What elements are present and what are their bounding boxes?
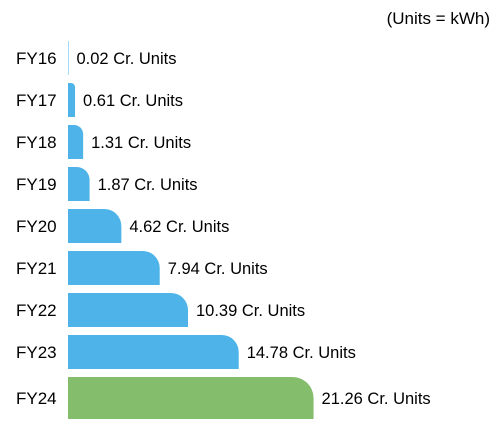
category-labels-group: FY16 FY17 FY18 FY19 FY20 FY21 FY22 FY23 FY24 xyxy=(16,49,57,408)
bar-fy21 xyxy=(68,251,160,285)
value-label-fy19: 1.87 Cr. Units xyxy=(98,176,198,194)
bar-fy24 xyxy=(68,377,314,419)
category-label-fy24: FY24 xyxy=(16,389,57,408)
value-label-fy21: 7.94 Cr. Units xyxy=(168,260,268,278)
bar-fy17 xyxy=(68,83,76,117)
value-label-fy16: 0.02 Cr. Units xyxy=(77,50,177,68)
bar-fy20 xyxy=(68,209,122,243)
value-labels-group: 0.02 Cr. Units 0.61 Cr. Units 1.31 Cr. Uni… xyxy=(77,50,431,408)
category-label-fy23: FY23 xyxy=(16,343,57,362)
category-label-fy16: FY16 xyxy=(16,49,57,68)
value-label-fy17: 0.61 Cr. Units xyxy=(83,92,183,110)
unit-note: (Units = kWh) xyxy=(387,9,490,28)
value-label-fy20: 4.62 Cr. Units xyxy=(129,218,229,236)
bar-fy23 xyxy=(68,335,239,369)
value-label-fy22: 10.39 Cr. Units xyxy=(196,302,305,320)
value-label-fy18: 1.31 Cr. Units xyxy=(91,134,191,152)
bar-fy16 xyxy=(68,41,69,75)
bar-fy19 xyxy=(68,167,90,201)
bar-fy18 xyxy=(68,125,84,159)
category-label-fy22: FY22 xyxy=(16,301,57,320)
category-label-fy18: FY18 xyxy=(16,133,57,152)
value-label-fy24: 21.26 Cr. Units xyxy=(322,390,431,408)
category-label-fy17: FY17 xyxy=(16,91,57,110)
category-label-fy19: FY19 xyxy=(16,175,57,194)
value-label-fy23: 14.78 Cr. Units xyxy=(247,344,356,362)
category-label-fy21: FY21 xyxy=(16,259,57,278)
bars-group xyxy=(68,41,314,419)
category-label-fy20: FY20 xyxy=(16,217,57,236)
bar-fy22 xyxy=(68,293,189,327)
